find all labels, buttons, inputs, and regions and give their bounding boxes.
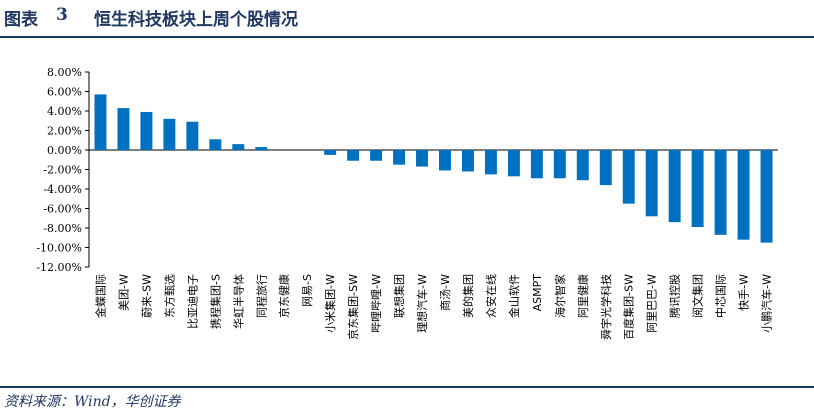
category-label: ASMPT xyxy=(531,274,544,312)
y-tick-label: -12.00% xyxy=(36,261,82,274)
bar xyxy=(461,150,474,172)
category-label: 东方甄选 xyxy=(162,274,176,318)
figure-header: 图表 3 恒生科技板块上周个股情况 xyxy=(0,0,814,36)
y-tick-label: -8.00% xyxy=(43,222,82,235)
y-tick-label: -4.00% xyxy=(43,183,82,196)
category-label: 金蝶国际 xyxy=(93,274,107,318)
bar xyxy=(622,150,635,204)
figure-title: 恒生科技板块上周个股情况 xyxy=(94,10,298,30)
category-label: 百度集团-SW xyxy=(622,274,636,340)
category-label: 腾讯控股 xyxy=(668,274,682,318)
category-label: 阿里巴巴-W xyxy=(646,274,659,333)
bar xyxy=(553,150,566,179)
y-tick-label: 0.00% xyxy=(47,144,82,157)
bar xyxy=(255,147,268,150)
header-rule xyxy=(0,36,814,38)
category-label: 海尔智家 xyxy=(553,274,567,318)
bar xyxy=(209,139,222,150)
bar-chart: 8.00% 6.00% 4.00% 2.00% 0.00% -2.00% -4.00% -6.… xyxy=(36,66,778,340)
category-label: 理想汽车-W xyxy=(415,274,429,333)
bar xyxy=(94,94,107,150)
y-tick-label: 2.00% xyxy=(47,125,82,138)
footer-rule xyxy=(0,386,814,388)
bar xyxy=(370,150,383,161)
category-label: 中芯国际 xyxy=(714,274,728,318)
category-label: 携程集团-S xyxy=(208,274,222,329)
category-label: 联想集团 xyxy=(392,274,406,318)
category-label: 金山软件 xyxy=(507,274,521,318)
category-label: 比亚迪电子 xyxy=(186,274,199,329)
category-label: 商汤-W xyxy=(438,274,452,311)
bar xyxy=(714,150,727,235)
bar xyxy=(140,111,153,150)
bar xyxy=(599,150,612,186)
bar xyxy=(186,121,199,150)
category-label: 京东集团-SW xyxy=(346,274,360,340)
bar xyxy=(439,150,451,171)
category-label: 快手-W xyxy=(737,274,751,311)
bar xyxy=(691,150,704,228)
y-axis: 8.00% 6.00% 4.00% 2.00% 0.00% -2.00% -4.00% -6.… xyxy=(36,66,90,274)
bar xyxy=(117,108,130,150)
bar xyxy=(507,150,520,177)
category-label: 阅文集团 xyxy=(691,274,705,318)
bar xyxy=(484,150,497,175)
bar xyxy=(760,150,773,243)
source-note: 资料来源：Wind，华创证券 xyxy=(4,394,181,410)
category-label: 哔哩哔哩-W xyxy=(370,274,383,333)
y-tick-label: -2.00% xyxy=(43,164,82,177)
bar xyxy=(530,150,543,179)
category-label: 美的集团 xyxy=(461,274,475,318)
y-tick-label: 6.00% xyxy=(47,86,82,99)
bar xyxy=(347,150,360,161)
bar xyxy=(645,150,658,217)
figure-number: 3 xyxy=(56,5,68,25)
bar xyxy=(393,150,406,165)
bar xyxy=(416,150,428,167)
category-label: 京东健康 xyxy=(277,274,291,318)
category-label: 蔚来-SW xyxy=(140,274,153,318)
category-label: 小米集团-W xyxy=(323,274,337,333)
category-label: 舜宇光学科技 xyxy=(599,274,613,340)
category-labels: 金蝶国际 美团-W 蔚来-SW 东方甄选 比亚迪电子 携程集团-S 华虹半导体 同程旅行 京东健… xyxy=(93,274,773,340)
bar xyxy=(576,150,589,181)
bar xyxy=(668,150,681,223)
y-tick-label: 4.00% xyxy=(47,105,82,118)
y-tick-label: -6.00% xyxy=(43,203,82,216)
category-label: 网易-S xyxy=(301,274,314,307)
category-label: 小鹏汽车-W xyxy=(760,274,774,333)
y-tick-label: 8.00% xyxy=(47,66,82,79)
figure-label: 图表 xyxy=(4,10,38,30)
bar xyxy=(232,144,245,150)
bar xyxy=(737,150,750,240)
category-label: 阿里健康 xyxy=(576,274,590,318)
category-label: 同程旅行 xyxy=(254,274,268,318)
bars xyxy=(89,94,778,243)
y-tick-label: -10.00% xyxy=(36,242,82,255)
bar xyxy=(163,118,176,150)
bar xyxy=(324,150,337,155)
category-label: 众安在线 xyxy=(484,274,498,318)
category-label: 华虹半导体 xyxy=(231,274,245,329)
category-label: 美团-W xyxy=(117,274,130,311)
